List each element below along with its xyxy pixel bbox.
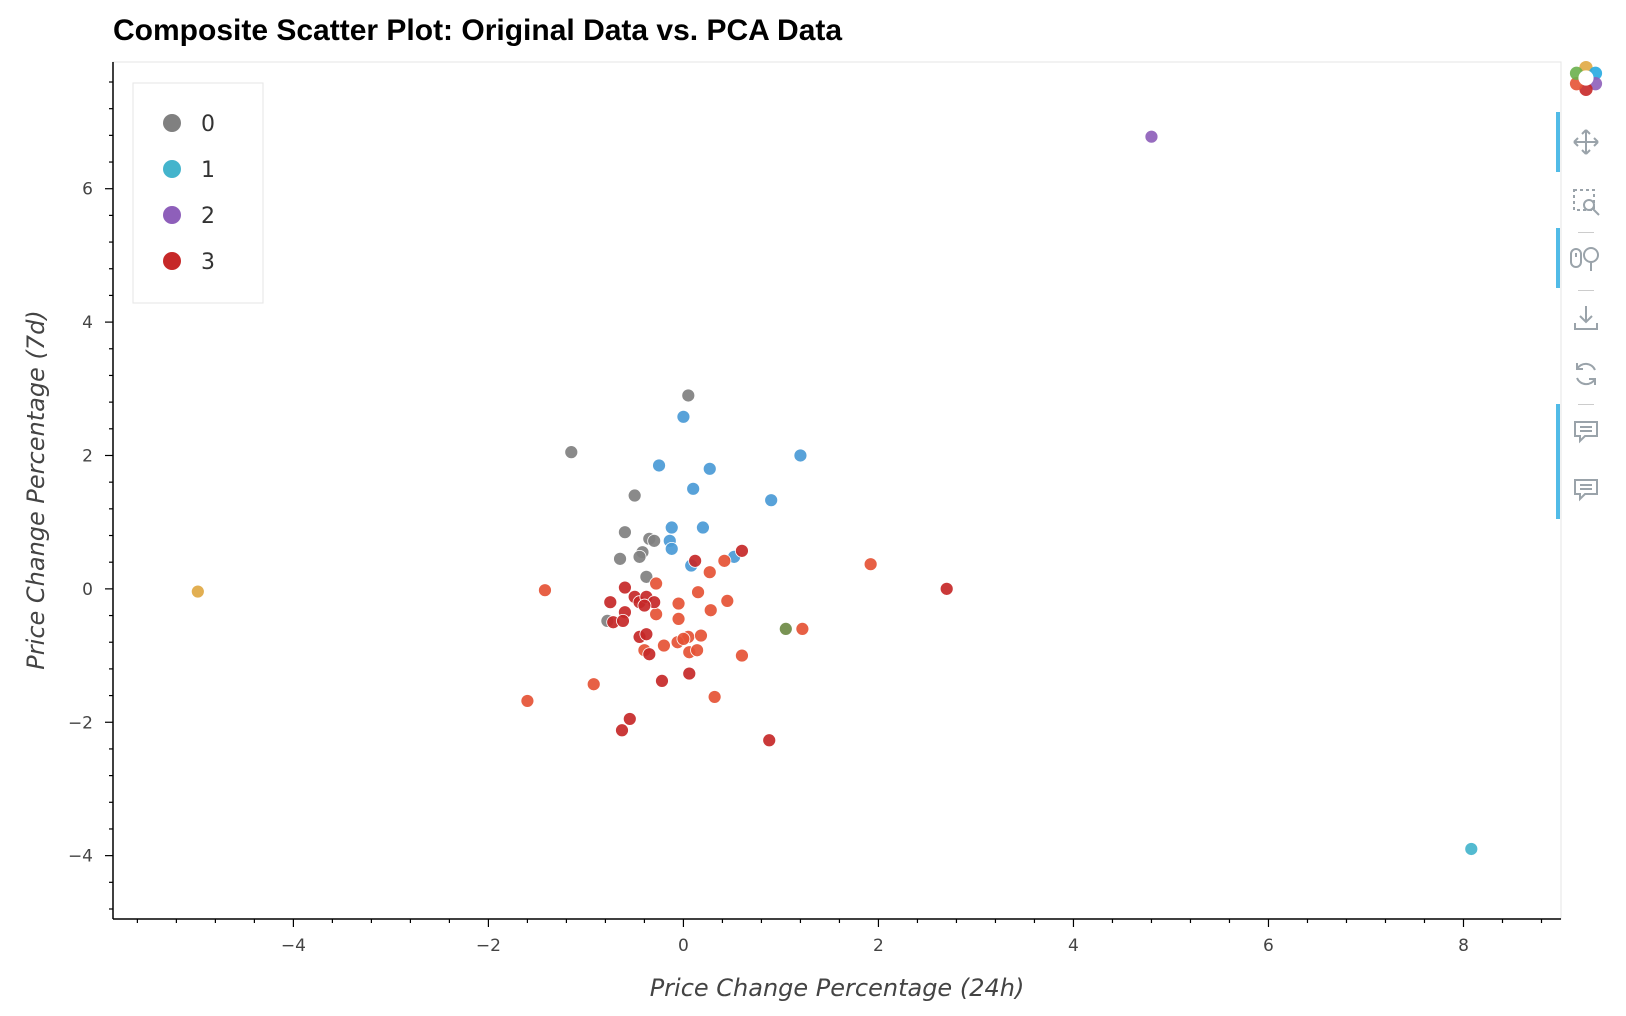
data-point	[603, 595, 618, 610]
data-point	[778, 621, 793, 636]
chart-toolbar	[1554, 60, 1626, 560]
data-point	[795, 621, 810, 636]
legend-label: 2	[201, 204, 215, 229]
data-point	[637, 598, 652, 613]
data-point	[793, 448, 808, 463]
data-point	[676, 631, 691, 646]
pan-icon[interactable]	[1568, 124, 1604, 160]
data-point	[1464, 842, 1479, 856]
data-point	[613, 551, 627, 566]
bokeh-logo-icon[interactable]	[1568, 60, 1604, 96]
data-point	[690, 643, 704, 658]
data-point	[649, 607, 664, 622]
legend-box	[132, 82, 264, 304]
y-axis: −4 −2 0 2 4 6	[68, 62, 114, 919]
x-axis: −4 −2 0 2 4 6 8	[113, 918, 1561, 956]
save-icon[interactable]	[1568, 300, 1604, 336]
x-tick-label: −2	[476, 936, 501, 956]
data-point	[622, 712, 637, 726]
y-tick-label: −2	[68, 713, 93, 733]
data-point	[671, 596, 686, 611]
data-point	[702, 461, 717, 476]
data-point	[702, 565, 717, 580]
data-point	[676, 409, 691, 424]
data-point	[764, 493, 779, 508]
data-point	[664, 541, 679, 556]
x-tick-label: 4	[1068, 936, 1079, 956]
data-point	[762, 733, 777, 748]
data-point	[652, 458, 666, 473]
data-point	[538, 583, 552, 598]
y-axis-label: Price Change Percentage (7d)	[22, 310, 50, 669]
data-point	[703, 603, 718, 618]
legend-label: 3	[201, 250, 215, 275]
data-point	[586, 677, 601, 692]
reset-icon[interactable]	[1568, 356, 1604, 392]
data-point	[691, 585, 705, 600]
data-point	[694, 628, 708, 643]
data-point	[863, 557, 878, 572]
data-point	[1144, 129, 1159, 144]
legend-marker	[163, 252, 181, 270]
data-point	[657, 638, 671, 653]
y-tick-label: 2	[82, 446, 93, 466]
data-point	[707, 690, 722, 704]
box-zoom-icon[interactable]	[1568, 184, 1604, 220]
y-tick-label: 6	[82, 180, 93, 200]
data-point	[720, 593, 735, 608]
x-tick-label: −4	[281, 936, 306, 956]
wheel-zoom-icon[interactable]	[1568, 240, 1604, 276]
data-point	[615, 723, 629, 738]
data-point	[671, 611, 686, 626]
plot-frame	[112, 61, 1562, 920]
data-point	[681, 388, 696, 403]
data-point	[627, 488, 642, 503]
legend: 0 1 2 3	[132, 82, 264, 304]
x-tick-label: 8	[1458, 936, 1469, 956]
legend-label: 1	[201, 158, 215, 183]
data-point	[520, 694, 535, 708]
data-point	[735, 543, 749, 558]
data-point	[717, 553, 732, 568]
legend-marker	[163, 206, 181, 224]
data-point	[632, 549, 647, 564]
data-point	[642, 647, 657, 662]
data-point	[655, 674, 669, 688]
data-point	[686, 481, 701, 496]
data-point	[664, 520, 679, 535]
data-point	[639, 569, 654, 584]
data-point	[688, 553, 703, 568]
data-point	[618, 580, 632, 595]
y-tick-label: 4	[82, 313, 93, 333]
legend-marker	[163, 160, 181, 178]
x-tick-label: 2	[873, 936, 884, 956]
data-point	[696, 520, 710, 535]
hover-icon-2[interactable]	[1568, 472, 1604, 508]
x-tick-label: 6	[1263, 936, 1274, 956]
data-point	[639, 627, 654, 642]
x-axis-label: Price Change Percentage (24h)	[650, 974, 1025, 1002]
y-tick-label: 0	[82, 580, 93, 600]
data-point	[618, 525, 632, 540]
chart-title: Composite Scatter Plot: Original Data vs…	[113, 14, 843, 47]
legend-marker	[163, 114, 181, 132]
legend-label: 0	[201, 112, 215, 137]
y-tick-label: −4	[68, 847, 93, 867]
data-points	[190, 129, 1479, 856]
hover-icon[interactable]	[1568, 414, 1604, 450]
data-point	[735, 648, 749, 663]
data-point	[616, 613, 630, 628]
data-point	[649, 576, 664, 591]
data-point	[647, 533, 662, 548]
data-point	[939, 581, 954, 596]
data-point	[682, 666, 697, 681]
x-tick-label: 0	[678, 936, 689, 956]
data-point	[190, 584, 205, 599]
data-point	[564, 445, 579, 460]
